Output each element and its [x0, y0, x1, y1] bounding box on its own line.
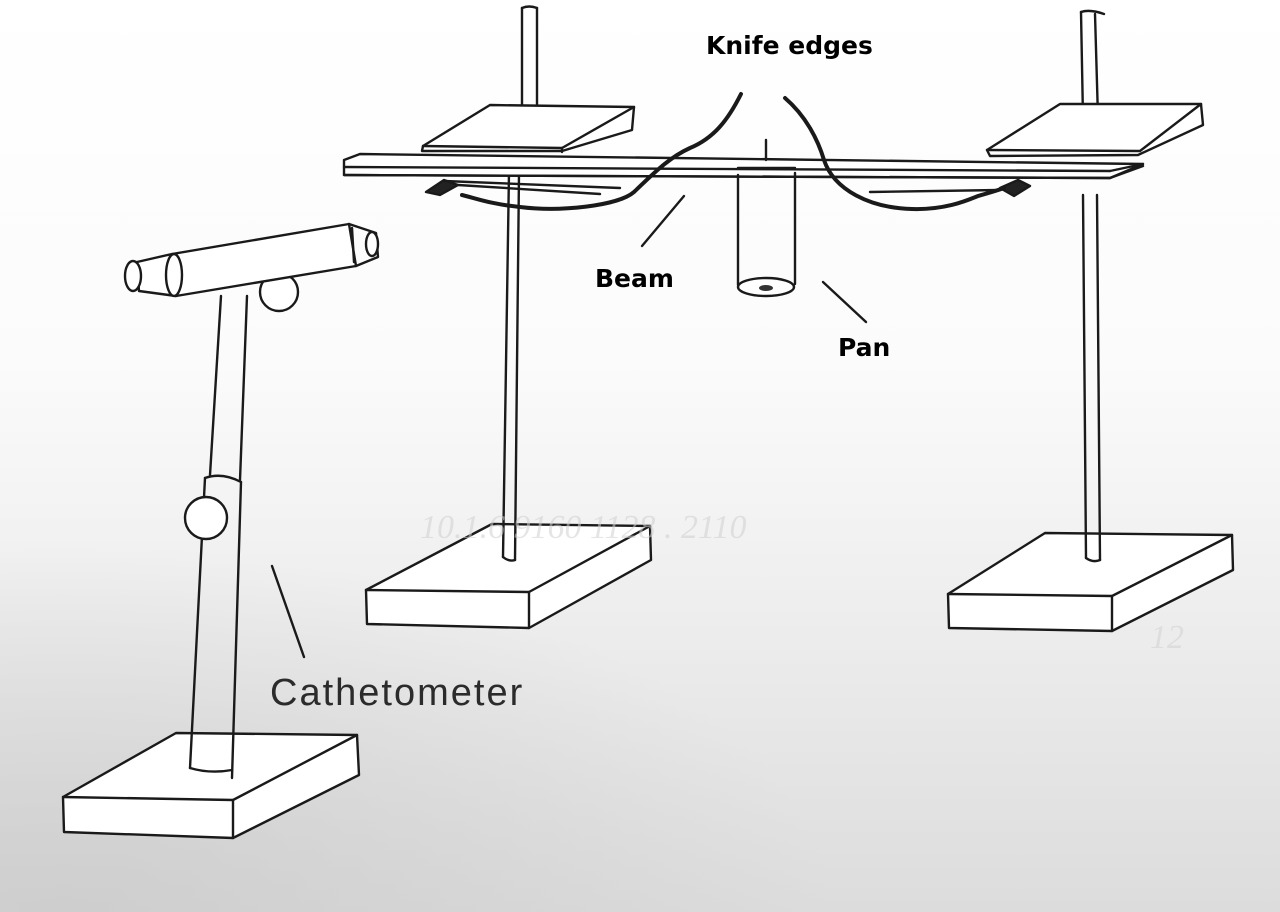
right-stand [946, 9, 1235, 633]
cathetometer-pointer [270, 564, 306, 659]
left-stand-rod [501, 5, 539, 562]
pan-pointer [821, 280, 868, 324]
beam [342, 152, 1145, 180]
pan-hanger [736, 138, 797, 287]
cathetometer [61, 222, 380, 840]
svg-text:10.1.6 9160 1128 . 2110: 10.1.6 9160 1128 . 2110 [420, 509, 746, 546]
cathetometer-telescope [123, 222, 380, 298]
cathetometer-base [61, 731, 361, 840]
left-stand [364, 5, 653, 630]
pan-label: Pan [838, 333, 891, 362]
svg-text:12: 12 [1150, 619, 1184, 656]
pan [736, 276, 796, 298]
knife-edge-pointer-left [460, 92, 743, 211]
beam-label: Beam [595, 264, 674, 293]
right-knife-edge [868, 178, 1032, 198]
cathetometer-label: Cathetometer [270, 672, 525, 714]
right-stand-platform [985, 102, 1205, 158]
knife-edge-pointer-right [783, 96, 1006, 212]
left-stand-base [364, 522, 653, 630]
cathetometer-upper-rod [208, 294, 249, 482]
right-stand-base [946, 531, 1235, 633]
faint-background-text: 10.1.6 9160 1128 . 2110 12 [420, 509, 1184, 656]
knife-edges-label: Knife edges [706, 31, 873, 60]
cathetometer-lower-knob [183, 495, 229, 541]
right-stand-rod [1079, 9, 1106, 563]
left-stand-platform [420, 103, 636, 154]
left-knife-edge [424, 178, 622, 197]
beam-pointer [640, 194, 686, 248]
